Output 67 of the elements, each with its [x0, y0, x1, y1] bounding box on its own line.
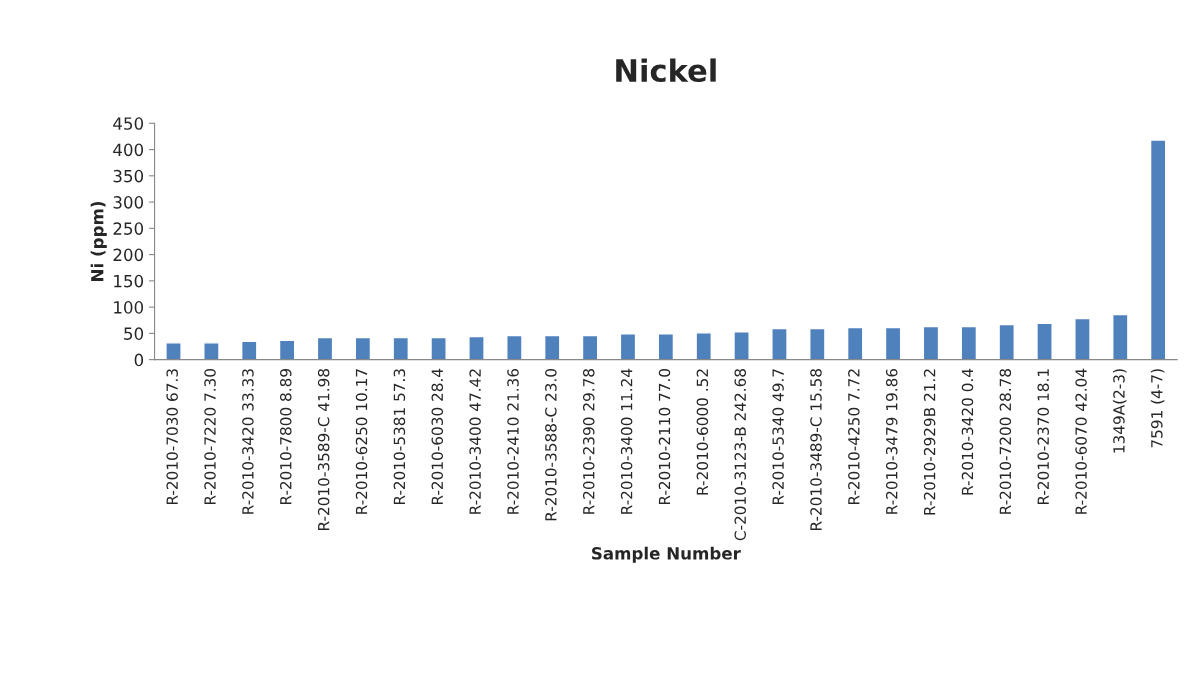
- x-tick-label: R-2010-2390 29.78: [582, 369, 595, 514]
- x-tick-label: R-2010-2110 77.0: [658, 368, 671, 505]
- y-tick-label: 350: [113, 169, 144, 183]
- bar: [278, 339, 296, 360]
- bar: [430, 336, 447, 360]
- x-tick-label: R-2010-3588-C 23.0: [545, 368, 557, 521]
- bar: [733, 331, 750, 360]
- bar: [771, 327, 788, 360]
- y-tick-label: 250: [113, 222, 144, 235]
- bar: [316, 336, 334, 360]
- x-tick-label: R-2010-3589-C 41.98: [317, 369, 330, 531]
- x-tick-label: R-2010-7800 8.89: [280, 369, 292, 505]
- bar: [1074, 317, 1091, 360]
- x-tick-label: 7591 (4-7): [1150, 369, 1165, 448]
- x-tick-label: R-2010-7220 7.30: [204, 368, 216, 505]
- bar: [809, 327, 826, 360]
- x-tick-label: R-2010-3479 19.86: [885, 368, 898, 514]
- x-tick-label: R-2010-3400 47.42: [469, 369, 481, 514]
- y-tick-label: 0: [134, 353, 144, 367]
- x-tick-label: R-2010-6030 28.4: [431, 368, 444, 505]
- bar: [581, 334, 599, 360]
- x-tick-label: R-2010-3420 0.4: [961, 368, 974, 495]
- y-tick-label: 450: [113, 117, 144, 130]
- bar: [846, 326, 864, 360]
- bar: [998, 323, 1015, 360]
- bar: [619, 333, 637, 360]
- x-tick-label: R-2010-6000 .52: [696, 369, 709, 495]
- x-tick-label: R-2010-5340 49.7: [772, 369, 784, 505]
- bar: [203, 342, 220, 360]
- x-tick-label: C-2010-3123-B 242.68: [734, 369, 747, 541]
- bar: [1036, 322, 1053, 360]
- bar: [165, 342, 182, 360]
- y-tick-label: 300: [113, 196, 144, 209]
- y-tick-label: 50: [124, 327, 144, 340]
- x-tick-label: R-2010-2370 18.1: [1037, 369, 1049, 505]
- chart-title: Nickel: [616, 58, 716, 83]
- x-tick-label: R-2010-2929B 21.2: [923, 369, 936, 515]
- bar: [960, 325, 978, 360]
- x-tick-label: R-2010-5381 57.3: [393, 369, 406, 505]
- x-axis-title: Sample Number: [592, 546, 741, 563]
- bar: [884, 326, 902, 360]
- bar: [657, 333, 675, 360]
- bar: [543, 334, 561, 360]
- y-tick-label: 400: [113, 143, 144, 157]
- x-tick-label: R-2010-7200 28.78: [999, 369, 1012, 514]
- bar: [240, 340, 258, 360]
- bar: [1112, 313, 1129, 360]
- bar: [1149, 139, 1167, 360]
- x-tick-label: R-2010-2410 21.36: [507, 368, 519, 514]
- bar: [695, 332, 712, 360]
- x-tick-label: R-2010-3489-C 15.58: [810, 369, 822, 531]
- bar: [392, 336, 410, 360]
- x-tick-label: R-2010-7030 67.3: [166, 369, 178, 505]
- bar: [468, 335, 485, 360]
- y-tick-label: 100: [114, 301, 144, 314]
- bar: [922, 325, 940, 360]
- x-tick-label: R-2010-3400 11.24: [620, 368, 633, 514]
- x-tick-label: R-2010-6070 42.04: [1075, 368, 1087, 514]
- x-tick-label: R-2010-3420 33.33: [242, 369, 254, 514]
- x-tick-label: 1349A(2-3): [1112, 369, 1127, 453]
- x-tick-label: R-2010-4250 7.72: [848, 369, 860, 505]
- x-tick-label: R-2010-6250 10.17: [355, 369, 368, 514]
- y-tick-label: 150: [114, 274, 144, 288]
- y-tick-label: 200: [113, 248, 144, 262]
- bar: [506, 334, 523, 360]
- y-axis-title: Ni (ppm): [90, 201, 107, 281]
- bar: [354, 336, 372, 360]
